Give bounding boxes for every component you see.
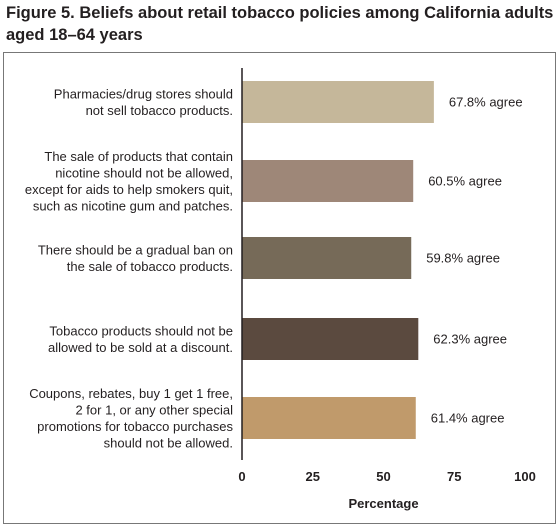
chart-frame [3, 52, 556, 524]
value-label-3: 59.8% agree [426, 251, 500, 266]
x-tick-label-50: 50 [376, 469, 390, 484]
x-tick-label-75: 75 [447, 469, 461, 484]
value-label-5: 61.4% agree [431, 411, 505, 426]
x-tick-label-100: 100 [514, 469, 536, 484]
bar-5 [242, 397, 416, 439]
value-label-1: 67.8% agree [449, 95, 523, 110]
x-tick-label-25: 25 [306, 469, 320, 484]
x-tick-label-0: 0 [238, 469, 245, 484]
value-labels: 67.8% agree 60.5% agree 59.8% agree 62.3% a… [426, 95, 522, 426]
chart-title: Figure 5. Beliefs about retail tobacco p… [6, 4, 554, 44]
bars [242, 81, 434, 439]
category-label-3: There should be a gradual ban on the sale… [38, 242, 233, 274]
category-label-5: Coupons, rebates, buy 1 get 1 free, 2 for… [29, 386, 233, 451]
category-label-2: The sale of products that contain nicotin… [25, 149, 233, 214]
category-labels: Pharmacies/drug stores should not sell to… [25, 86, 234, 450]
bar-3 [242, 237, 412, 279]
bar-4 [242, 318, 419, 360]
value-label-2: 60.5% agree [428, 174, 502, 189]
category-label-1: Pharmacies/drug stores should not sell to… [54, 86, 233, 118]
x-axis-ticks: 0 25 50 75 100 [238, 469, 535, 484]
category-label-4: Tobacco products should not be allowed to… [48, 323, 233, 355]
value-label-4: 62.3% agree [433, 332, 507, 347]
bar-1 [242, 81, 434, 123]
x-axis-label: Percentage [348, 496, 418, 511]
bar-2 [242, 160, 414, 202]
